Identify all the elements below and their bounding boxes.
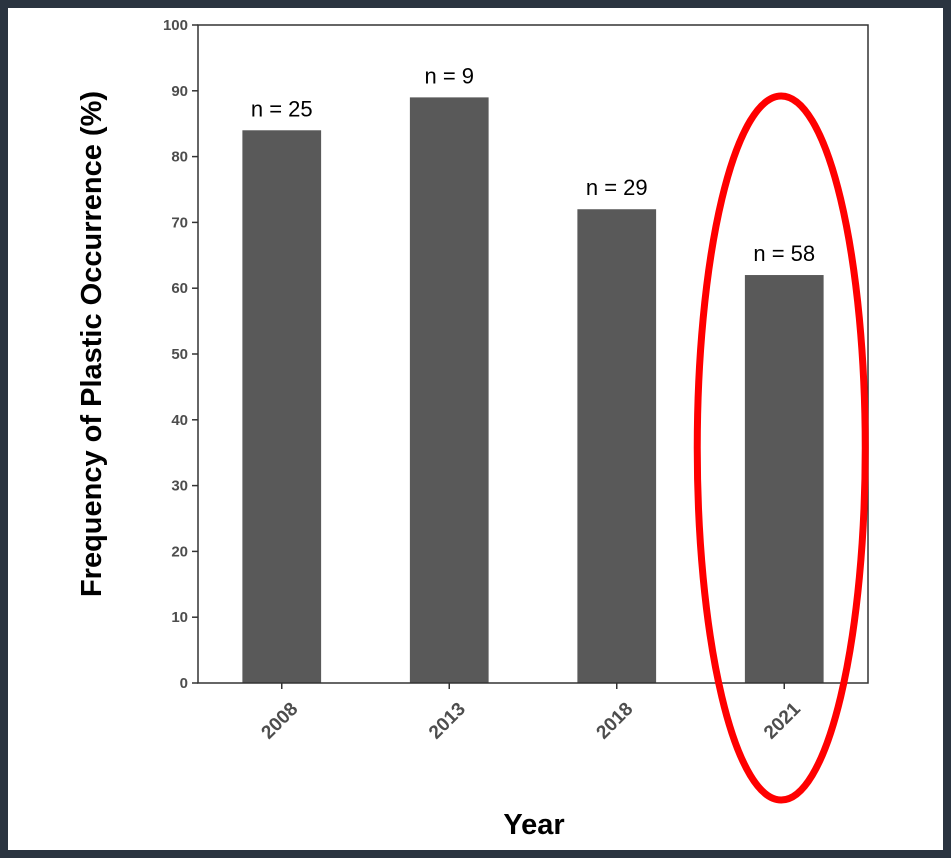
y-axis-title: Frequency of Plastic Occurrence (%) [76, 91, 108, 597]
bar-2008 [242, 130, 322, 683]
bar-chart: 0 10 20 30 40 50 60 70 80 90 100 n = 25 n = 9 n = 29… [76, 17, 869, 841]
bar-2018 [577, 209, 657, 684]
y-tick-label: 100 [163, 17, 188, 34]
y-tick-label: 70 [171, 214, 188, 231]
y-tick-label: 80 [171, 149, 188, 166]
y-tick-label: 40 [171, 412, 188, 429]
y-tick-label: 60 [171, 280, 188, 297]
y-tick-label: 10 [171, 609, 188, 626]
y-tick-label: 90 [171, 83, 188, 100]
x-axis-title: Year [503, 809, 564, 841]
x-tick-label-2008: 2008 [258, 699, 303, 744]
y-tick-label: 50 [171, 346, 188, 363]
plot-area [197, 24, 869, 684]
x-tick-label-2021: 2021 [760, 698, 805, 743]
data-labels: n = 25 n = 9 n = 29 n = 58 [251, 63, 815, 266]
data-label-2018: n = 29 [586, 175, 648, 200]
y-tick-label: 20 [171, 543, 188, 560]
data-label-2021: n = 58 [753, 241, 815, 266]
x-tick-label-2018: 2018 [593, 699, 638, 744]
data-label-2013: n = 9 [424, 63, 474, 88]
x-tick-label-2013: 2013 [425, 699, 470, 744]
y-tick-label: 30 [171, 478, 188, 495]
y-tick-label: 0 [180, 675, 188, 692]
figure-frame: 0 10 20 30 40 50 60 70 80 90 100 n = 25 n = 9 n = 29… [8, 8, 943, 850]
y-axis-ticks: 0 10 20 30 40 50 60 70 80 90 100 [163, 17, 198, 692]
bars [242, 97, 824, 684]
data-label-2008: n = 25 [251, 96, 313, 121]
bar-2021 [744, 275, 824, 683]
bar-2013 [409, 97, 489, 683]
highlight-ellipse [693, 92, 869, 804]
